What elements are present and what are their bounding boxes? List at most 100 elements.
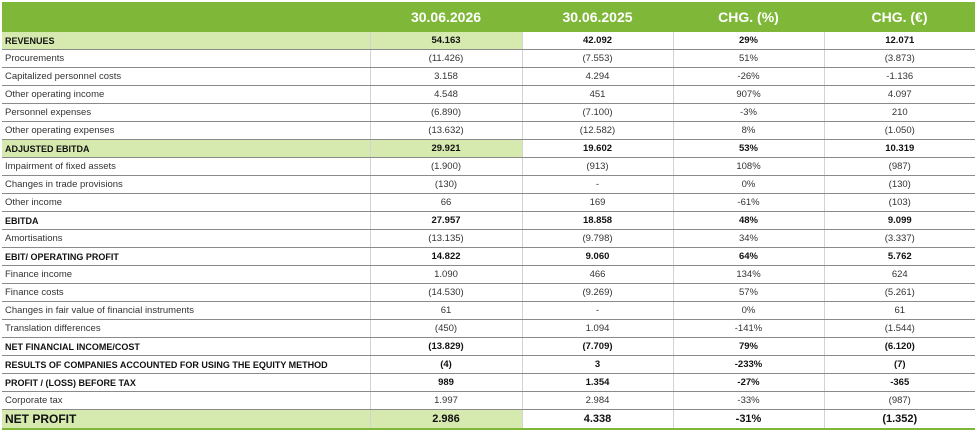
value-2026: (13.829) [369,337,522,356]
change-pct: -31% [672,409,824,430]
change-eur: (1.352) [823,409,975,430]
value-2026: 1.090 [369,265,522,284]
row-capitalized-personnel-costs: Capitalized personnel costs 3.158 4.294 … [2,67,975,86]
row-label: Procurements [2,49,370,68]
change-eur: (7) [823,355,975,374]
value-2025: (913) [521,157,673,176]
value-2025: (9.269) [521,283,673,302]
row-equity-method-results: RESULTS OF COMPANIES ACCOUNTED FOR USING… [2,355,975,374]
row-label: NET FINANCIAL INCOME/COST [2,337,370,356]
header-2025: 30.06.2025 [522,2,673,32]
value-2025: 1.354 [521,373,673,392]
value-2025: - [521,301,673,320]
row-label: Other operating income [2,85,370,104]
row-other-income: Other income 66 169 -61% (103) [2,193,975,212]
row-label: EBITDA [2,211,370,230]
change-pct: 0% [672,175,824,194]
change-pct: 8% [672,121,824,140]
change-eur: (5.261) [823,283,975,302]
row-ebit-operating-profit: EBIT/ OPERATING PROFIT 14.822 9.060 64% … [2,247,975,266]
header-2026: 30.06.2026 [370,2,522,32]
change-pct: 48% [672,211,824,230]
value-2026: 989 [369,373,522,392]
row-changes-fair-value: Changes in fair value of financial instr… [2,301,975,320]
change-eur: (1.050) [823,121,975,140]
value-2026: 54.163 [369,32,522,50]
change-pct: 51% [672,49,824,68]
change-eur: (103) [823,193,975,212]
change-eur: -365 [823,373,975,392]
value-2026: 1.997 [369,391,522,410]
change-pct: -3% [672,103,824,122]
value-2026: (130) [369,175,522,194]
change-pct: 108% [672,157,824,176]
change-eur: -1.136 [823,67,975,86]
row-finance-income: Finance income 1.090 466 134% 624 [2,265,975,284]
value-2025: 9.060 [521,247,673,266]
value-2025: (7.553) [521,49,673,68]
value-2026: 4.548 [369,85,522,104]
header-label-cell [2,2,370,32]
row-label: Translation differences [2,319,370,338]
row-impairment-fixed-assets: Impairment of fixed assets (1.900) (913)… [2,157,975,176]
change-pct: -61% [672,193,824,212]
change-pct: -141% [672,319,824,338]
value-2025: 19.602 [521,139,673,158]
row-label: Personnel expenses [2,103,370,122]
row-profit-before-tax: PROFIT / (LOSS) BEFORE TAX 989 1.354 -27… [2,373,975,392]
change-eur: 61 [823,301,975,320]
row-label: Changes in fair value of financial instr… [2,301,370,320]
change-pct: -233% [672,355,824,374]
value-2025: 1.094 [521,319,673,338]
row-finance-costs: Finance costs (14.530) (9.269) 57% (5.26… [2,283,975,302]
row-label: Other operating expenses [2,121,370,140]
header-chg-eur: CHG. (€) [824,2,975,32]
row-adjusted-ebitda: ADJUSTED EBITDA 29.921 19.602 53% 10.319 [2,139,975,158]
value-2026: (14.530) [369,283,522,302]
row-label: Finance income [2,265,370,284]
change-pct: -33% [672,391,824,410]
value-2026: (4) [369,355,522,374]
change-pct: 79% [672,337,824,356]
change-pct: 53% [672,139,824,158]
value-2025: 4.294 [521,67,673,86]
value-2025: 451 [521,85,673,104]
row-corporate-tax: Corporate tax 1.997 2.984 -33% (987) [2,391,975,410]
value-2025: 466 [521,265,673,284]
row-label: REVENUES [2,32,370,50]
change-pct: 29% [672,32,824,50]
change-eur: (987) [823,391,975,410]
change-eur: 12.071 [823,32,975,50]
row-label: NET PROFIT [2,409,370,430]
value-2025: - [521,175,673,194]
row-label: ADJUSTED EBITDA [2,139,370,158]
value-2026: (13.135) [369,229,522,248]
row-label: RESULTS OF COMPANIES ACCOUNTED FOR USING… [2,355,370,374]
value-2025: (12.582) [521,121,673,140]
change-eur: 10.319 [823,139,975,158]
change-eur: 4.097 [823,85,975,104]
change-pct: 57% [672,283,824,302]
row-other-operating-income: Other operating income 4.548 451 907% 4.… [2,85,975,104]
change-pct: 64% [672,247,824,266]
value-2026: (6.890) [369,103,522,122]
value-2026: 61 [369,301,522,320]
value-2025: 4.338 [521,409,673,430]
value-2025: 18.858 [521,211,673,230]
change-eur: 9.099 [823,211,975,230]
value-2025: 2.984 [521,391,673,410]
change-eur: 5.762 [823,247,975,266]
change-eur: (3.337) [823,229,975,248]
value-2026: (1.900) [369,157,522,176]
change-eur: (987) [823,157,975,176]
row-label: Amortisations [2,229,370,248]
value-2026: 2.986 [369,409,522,430]
row-label: Corporate tax [2,391,370,410]
row-label: PROFIT / (LOSS) BEFORE TAX [2,373,370,392]
value-2026: 66 [369,193,522,212]
value-2026: 27.957 [369,211,522,230]
row-ebitda: EBITDA 27.957 18.858 48% 9.099 [2,211,975,230]
value-2025: 169 [521,193,673,212]
change-pct: 34% [672,229,824,248]
